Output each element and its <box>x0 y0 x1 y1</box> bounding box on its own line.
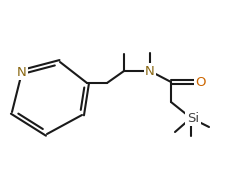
Text: O: O <box>196 76 206 88</box>
Text: Si: Si <box>187 112 199 125</box>
Text: N: N <box>17 66 27 79</box>
Text: N: N <box>145 64 155 78</box>
